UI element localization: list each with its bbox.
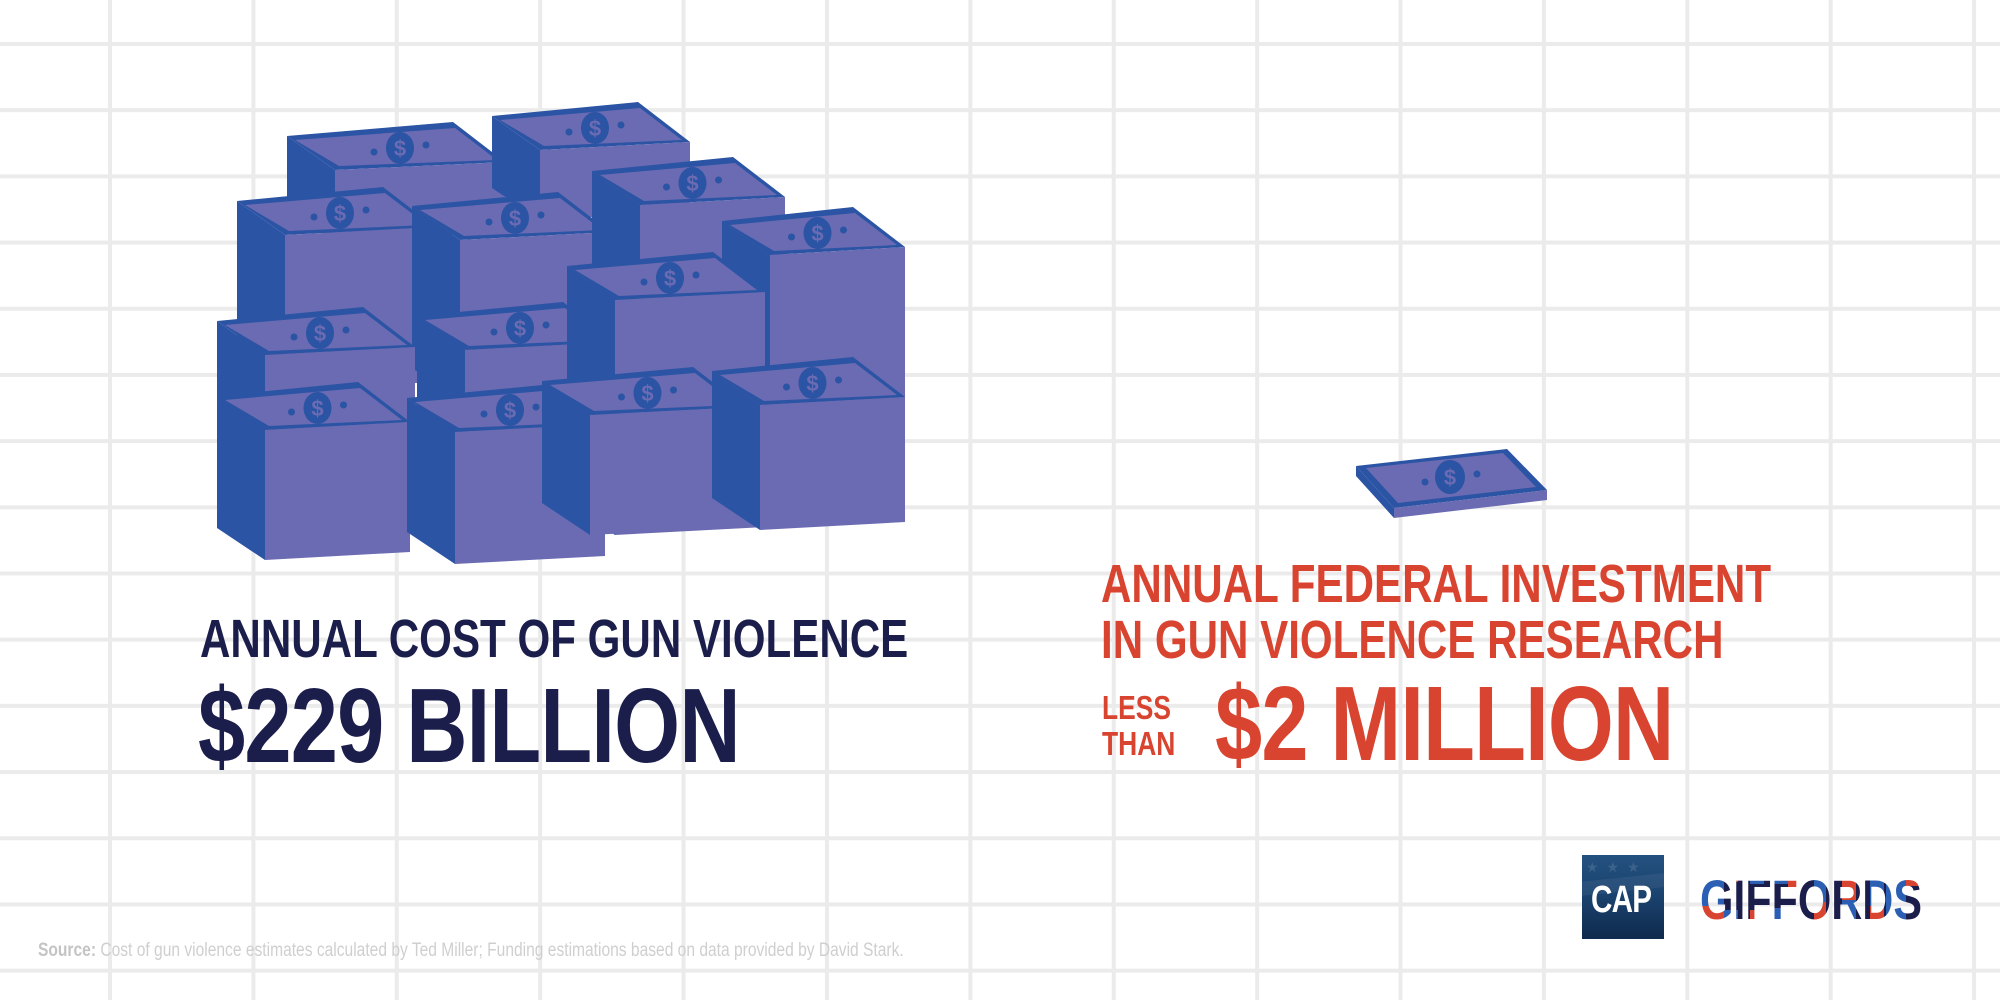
- cap-logo[interactable]: ★★★ CAP: [1582, 855, 1664, 939]
- svg-text:$: $: [811, 221, 823, 246]
- cost-value: $229 BILLION: [198, 667, 741, 785]
- source-label: Source:: [38, 940, 97, 961]
- svg-text:$: $: [686, 171, 698, 196]
- investment-title-line1: ANNUAL FEDERAL INVESTMENT: [1101, 554, 1772, 614]
- svg-text:$: $: [334, 201, 346, 226]
- svg-text:$: $: [504, 398, 516, 423]
- investment-title-line2: IN GUN VIOLENCE RESEARCH: [1101, 610, 1724, 670]
- source-text: Cost of gun violence estimates calculate…: [96, 940, 904, 961]
- cap-logo-text: CAP: [1591, 879, 1652, 921]
- giffords-logo-text: [1700, 872, 1922, 922]
- stars-icon: ★★★: [1586, 859, 1648, 875]
- svg-text:$: $: [806, 371, 818, 396]
- svg-text:$: $: [589, 116, 601, 141]
- less-label: LESS: [1102, 689, 1171, 726]
- than-label: THAN: [1102, 725, 1176, 762]
- cost-title: ANNUAL COST OF GUN VIOLENCE: [200, 609, 909, 669]
- giffords-logo[interactable]: GIFFORDS: [1700, 872, 1925, 922]
- investment-title: ANNUAL FEDERAL INVESTMENT IN GUN VIOLENC…: [1101, 556, 1771, 668]
- svg-text:$: $: [1444, 465, 1456, 490]
- svg-text:$: $: [641, 381, 653, 406]
- svg-text:$: $: [314, 321, 326, 346]
- svg-text:$: $: [664, 266, 676, 291]
- svg-text:$: $: [514, 316, 526, 341]
- investment-value: $2 MILLION: [1215, 665, 1674, 783]
- dollar-bill-icon: $: [1356, 449, 1547, 518]
- svg-text:$: $: [394, 136, 406, 161]
- svg-text:$: $: [509, 206, 521, 231]
- less-than-qualifier: LESS THAN: [1102, 690, 1175, 762]
- svg-text:$: $: [311, 396, 323, 421]
- source-note: Source: Cost of gun violence estimates c…: [38, 940, 904, 962]
